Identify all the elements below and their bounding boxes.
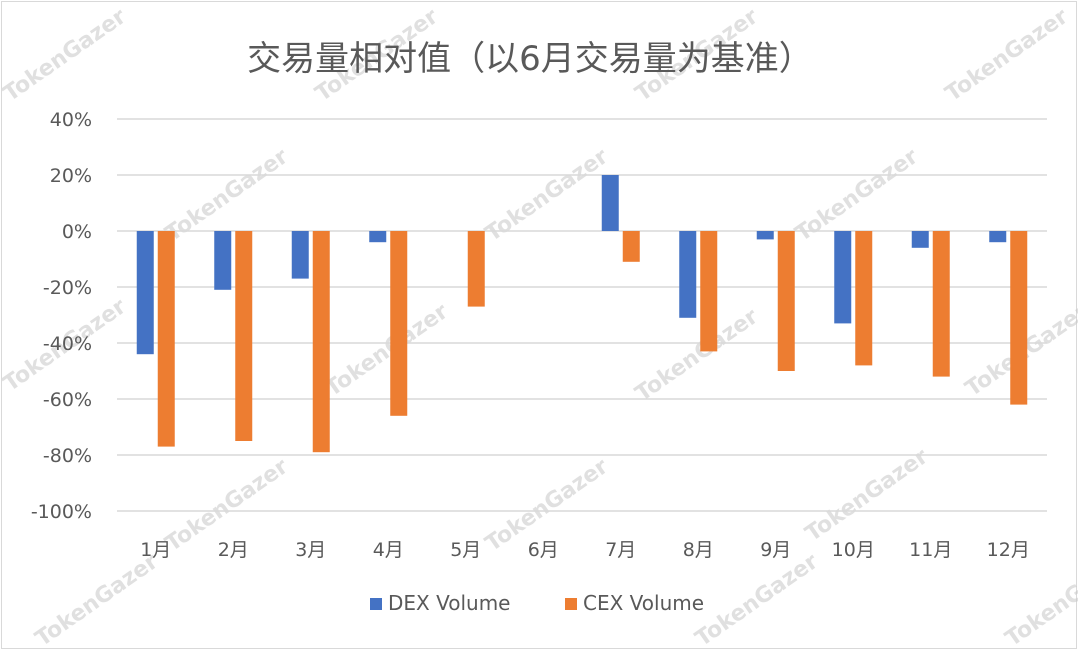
dex-bar (291, 231, 309, 279)
bars (136, 175, 1028, 453)
y-tick-label: 0% (62, 221, 92, 243)
watermark-text: TokenGazer (691, 549, 823, 650)
dex-bar (911, 231, 929, 248)
watermark-text: TokenGazer (631, 304, 763, 407)
dex-bar (756, 231, 774, 240)
y-axis: 40% 20% 0% -20% -40% -60% -80% -100% (31, 109, 92, 523)
gridlines (117, 118, 1047, 512)
y-tick-label: 40% (50, 109, 92, 131)
x-tick-label: 7月 (605, 539, 636, 561)
y-tick-label: -80% (43, 445, 92, 467)
cex-bar (777, 231, 795, 371)
y-tick-label: -40% (43, 333, 92, 355)
cex-bar (157, 231, 175, 447)
legend-label: DEX Volume (388, 591, 510, 615)
y-tick-label: -20% (43, 277, 92, 299)
dex-bar (369, 231, 387, 243)
x-axis: 1月 2月 3月 4月 5月 6月 7月 8月 9月 10月 11月 12月 (140, 539, 1030, 561)
cex-bar (1010, 231, 1028, 405)
cex-bar (467, 231, 485, 307)
x-tick-label: 11月 (909, 539, 952, 561)
x-tick-label: 3月 (295, 539, 326, 561)
x-tick-label: 4月 (373, 539, 404, 561)
watermark-text: TokenGazer (31, 549, 163, 650)
watermark-text: TokenGazer (801, 444, 933, 547)
legend-label: CEX Volume (583, 591, 704, 615)
y-tick-label: 20% (50, 165, 92, 187)
cex-bar (932, 231, 950, 377)
cex-bar (622, 231, 640, 262)
watermark-text: TokenGazer (1001, 549, 1078, 650)
x-tick-label: 10月 (832, 539, 875, 561)
y-tick-label: -60% (43, 389, 92, 411)
watermark-text: TokenGazer (321, 299, 453, 402)
x-tick-label: 2月 (218, 539, 249, 561)
legend-swatch (370, 598, 382, 610)
cex-bar (390, 231, 408, 416)
dex-bar (214, 231, 232, 290)
cex-bar (700, 231, 718, 352)
legend: DEX Volume CEX Volume (370, 591, 704, 615)
watermark-text: TokenGazer (941, 4, 1073, 107)
dex-bar (834, 231, 852, 324)
x-tick-label: 8月 (683, 539, 714, 561)
x-tick-label: 1月 (140, 539, 171, 561)
dex-bar (136, 231, 154, 355)
legend-swatch (565, 598, 577, 610)
x-tick-label: 12月 (987, 539, 1030, 561)
y-tick-label: -100% (31, 501, 92, 523)
chart-title: 交易量相对值（以6月交易量为基准） (247, 39, 813, 79)
dex-bar (989, 231, 1007, 243)
x-tick-label: 5月 (450, 539, 481, 561)
dex-bar (679, 231, 697, 318)
watermark-text: TokenGazer (2, 4, 131, 107)
x-tick-label: 6月 (528, 539, 559, 561)
cex-bar (855, 231, 873, 366)
dex-bar (601, 175, 619, 231)
x-tick-label: 9月 (760, 539, 791, 561)
cex-bar (312, 231, 330, 453)
cex-bar (235, 231, 253, 441)
